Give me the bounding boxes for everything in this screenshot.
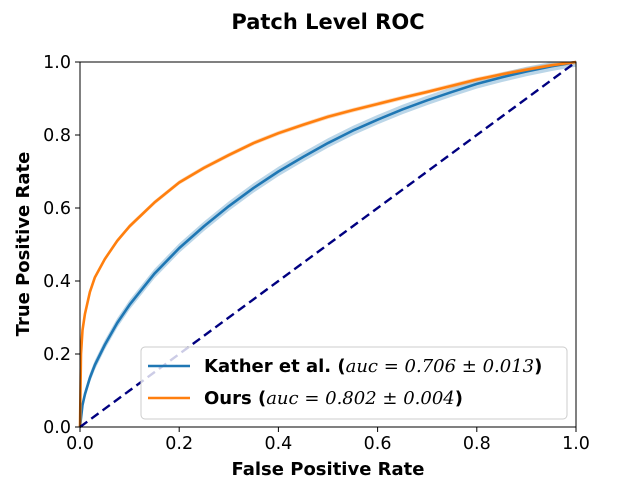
series-line-kather-et-al [78,60,577,428]
legend-ours-auc: auc = 0.802 ± 0.004 [266,388,455,409]
legend: Kather et al. (auc = 0.706 ± 0.013) Ours… [140,346,568,420]
series-line-ours [78,60,577,428]
x-tick-label: 0.4 [264,434,292,454]
x-tick-label: 0.2 [165,434,193,454]
x-axis: 0.0 0.2 0.4 0.6 0.8 1.0 [66,427,590,454]
x-tick-label: 0.8 [463,434,491,454]
legend-ours-name: Ours ( [204,388,266,409]
y-tick-label: 0.8 [43,126,71,146]
y-tick-label: 0.2 [43,345,71,365]
legend-box [140,346,568,420]
y-axis: 0.0 0.2 0.4 0.6 0.8 1.0 [43,53,80,438]
y-tick-label: 0.0 [43,418,71,438]
y-axis-label: True Positive Rate [13,152,34,337]
confidence-bands [80,62,576,427]
y-tick-label: 1.0 [43,53,71,73]
x-tick-label: 1.0 [562,434,590,454]
legend-label-kather: Kather et al. (auc = 0.706 ± 0.013) [204,356,542,377]
chart-title: Patch Level ROC [231,10,424,34]
legend-kather-auc: auc = 0.706 ± 0.013 [346,356,535,377]
band-kather-et-al [80,62,576,427]
y-tick-label: 0.6 [43,199,71,219]
x-tick-label: 0.6 [364,434,392,454]
legend-kather-name: Kather et al. ( [204,356,346,377]
legend-label-ours: Ours (auc = 0.802 ± 0.004) [204,388,463,409]
x-tick-label: 0.0 [66,434,94,454]
legend-kather-close: ) [534,356,542,377]
x-axis-label: False Positive Rate [232,459,425,480]
plot-frame [79,61,577,428]
y-tick-label: 0.4 [43,272,71,292]
legend-ours-close: ) [455,388,463,409]
